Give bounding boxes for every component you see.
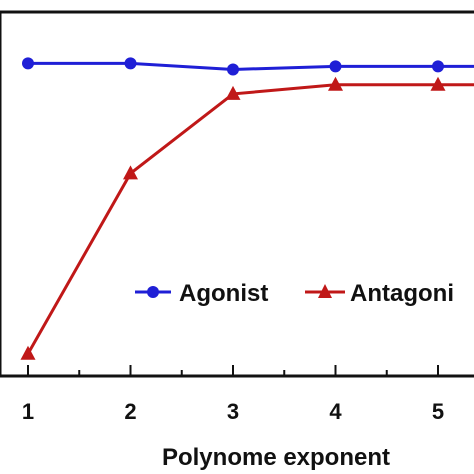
series-layer [20, 57, 474, 360]
x-axis-ticks [27, 365, 439, 376]
data-point [123, 165, 138, 180]
legend-agonist-label: Agonist [179, 280, 268, 307]
x-tick-label: 5 [432, 399, 444, 424]
x-axis-tick-labels: 1 2 3 4 5 [22, 399, 444, 424]
x-tick-label: 2 [124, 399, 136, 424]
x-tick-label: 1 [22, 399, 34, 424]
data-point [20, 345, 36, 360]
data-point [432, 60, 444, 73]
x-tick-label: 3 [227, 399, 239, 424]
series-agonist [22, 57, 474, 76]
data-point [430, 76, 446, 91]
legend-antagonist-marker [318, 284, 332, 298]
data-point [124, 57, 137, 70]
plot-frame [0, 10, 474, 378]
x-axis-title: Polynome exponent [162, 444, 390, 471]
legend: Agonist Antagoni [135, 280, 454, 307]
data-point [22, 57, 34, 70]
data-point [329, 60, 342, 73]
legend-antagonist-label: Antagoni [350, 280, 454, 307]
series-line [26, 83, 474, 355]
legend-agonist-marker [147, 286, 159, 298]
x-tick-label: 4 [329, 399, 342, 424]
data-point [227, 63, 239, 76]
series-line [28, 61, 474, 71]
series-antagoni [20, 76, 474, 360]
data-point [328, 76, 343, 91]
data-point [225, 85, 241, 100]
